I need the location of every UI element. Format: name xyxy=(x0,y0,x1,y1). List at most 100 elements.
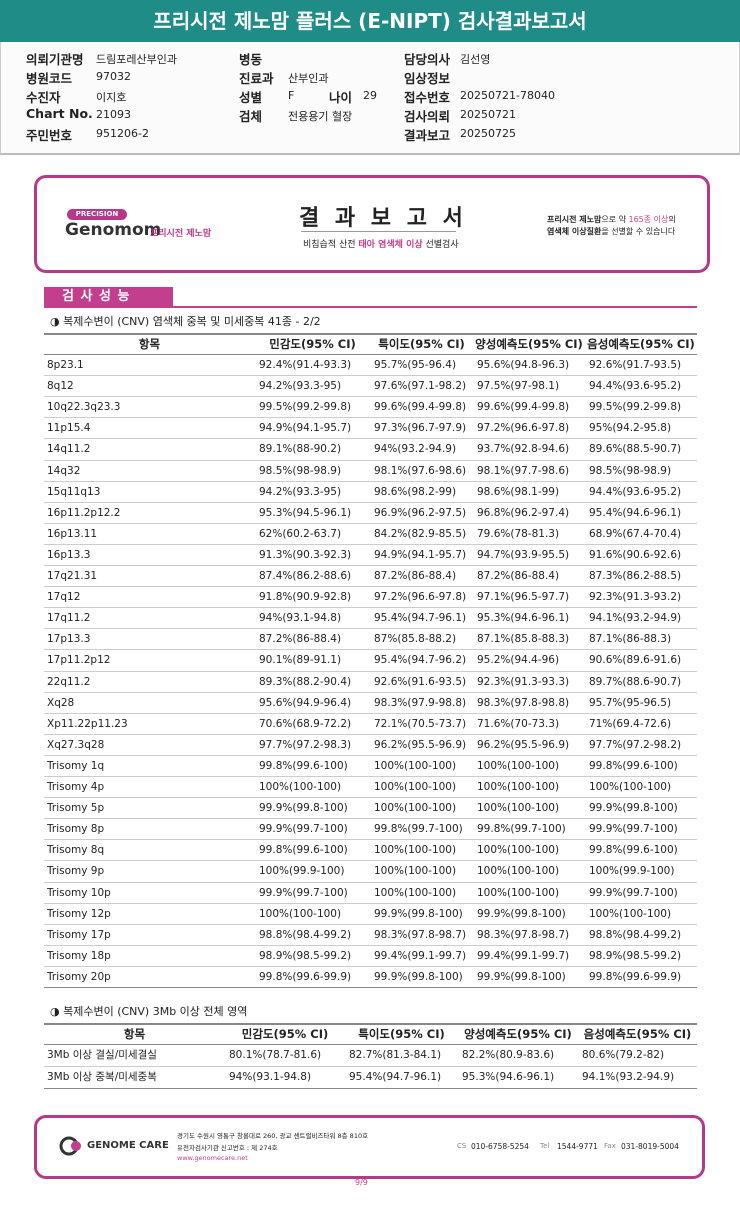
column-header: 양성예측도(95% CI) xyxy=(475,337,583,351)
column-header: 항목 xyxy=(123,1027,146,1041)
info-value: 드림포레산부인과 xyxy=(96,53,177,66)
table-cell: Trisomy 8q xyxy=(47,844,105,857)
page-number: 9/9 xyxy=(355,1178,368,1187)
table-cell: 97.6%(97.1-98.2) xyxy=(374,380,467,393)
row-rule xyxy=(44,965,697,967)
table-cell: 71.6%(70-73.3) xyxy=(477,717,560,730)
info-value: 20250725 xyxy=(460,127,516,140)
table-cell: 100%(100-100) xyxy=(374,781,457,793)
table-cell: 70.6%(68.9-72.2) xyxy=(259,717,352,730)
table-cell: 99.9%(99.7-100) xyxy=(259,886,348,899)
table-cell: 97.7%(97.2-98.3) xyxy=(259,738,352,751)
info-label: 담당의사 xyxy=(404,52,451,67)
table-cell: 99.8%(99.7-100) xyxy=(374,823,463,836)
table-cell: 99.9%(99.8-100) xyxy=(374,970,463,983)
info-label: 검사의뢰 xyxy=(404,109,451,124)
row-rule xyxy=(44,923,697,925)
table-cell: 89.1%(88-90.2) xyxy=(259,443,342,456)
row-rule xyxy=(44,543,697,545)
table-cell: 82.2%(80.9-83.6) xyxy=(462,1049,555,1061)
table-cell: 99.8%(99.7-100) xyxy=(477,823,566,836)
row-rule xyxy=(44,480,697,482)
info-label: 진료과 xyxy=(239,71,274,86)
table-cell: 95%(94.2-95.8) xyxy=(589,422,672,435)
table-cell: 94%(93.2-94.9) xyxy=(374,443,457,456)
table-cell: 79.6%(78-81.3) xyxy=(477,527,560,540)
column-header: 민감도(95% CI) xyxy=(269,337,356,351)
table-cell: 94.7%(93.9-95.5) xyxy=(477,548,570,561)
info-label: 임상정보 xyxy=(404,71,451,86)
table-cell: Xq27.3q28 xyxy=(47,738,105,751)
info-value: 20250721-78040 xyxy=(460,89,555,102)
table-cell: 94.2%(93.3-95) xyxy=(259,380,342,393)
table-cell: 100%(100-100) xyxy=(477,802,560,815)
table-cell: 3Mb 이상 결실/미세결실 xyxy=(47,1049,157,1061)
info-label: Chart No. xyxy=(26,106,93,121)
table-cell: 99.6%(99.4-99.8) xyxy=(477,401,570,414)
table-cell: 94.9%(94.1-95.7) xyxy=(374,548,467,561)
table-cell: 94%(93.1-94.8) xyxy=(259,612,342,625)
row-rule xyxy=(44,754,697,756)
table-cell: 91.8%(90.9-92.8) xyxy=(259,591,352,604)
table-cell: 100%(100-100) xyxy=(374,759,457,772)
row-rule xyxy=(44,438,697,440)
table-cell: 16p13.11 xyxy=(47,527,98,540)
table-cell: 99.8%(99.6-100) xyxy=(589,759,678,772)
info-value: 951206-2 xyxy=(96,127,149,140)
table-cell: Trisomy 8p xyxy=(47,823,105,836)
table-cell: 99.9%(99.7-100) xyxy=(589,823,678,836)
table-cell: 100%(100-100) xyxy=(589,781,672,793)
table-cell: 95.3%(94.6-96.1) xyxy=(477,612,570,625)
table-cell: 100%(100-100) xyxy=(374,865,457,878)
table-cell: 99.8%(99.6-99.9) xyxy=(589,970,682,983)
table-cell: 90.6%(89.6-91.6) xyxy=(589,654,682,667)
table-cell: 95.7%(95-96.5) xyxy=(589,696,672,709)
table-cell: 89.7%(88.6-90.7) xyxy=(589,675,682,688)
column-header: 음성예측도(95% CI) xyxy=(587,337,695,351)
logo: Genomom xyxy=(65,220,162,240)
table-cell: 99.9%(99.7-100) xyxy=(589,886,678,899)
info-label: 의뢰기관명 xyxy=(26,52,84,67)
table-cell: 98.3%(97.8-98.7) xyxy=(374,928,467,941)
info-value: 97032 xyxy=(96,70,131,83)
table-cell: 99.6%(99.4-99.8) xyxy=(374,401,467,414)
table-cell: 90.1%(89-91.1) xyxy=(259,654,342,667)
info-label: 병원코드 xyxy=(26,71,73,86)
table-cell: 98.5%(98-98.9) xyxy=(259,464,342,477)
table-cell: 92.3%(91.3-93.3) xyxy=(477,675,570,688)
table-cell: 99.9%(99.7-100) xyxy=(259,823,348,836)
table-cell: Trisomy 17p xyxy=(47,928,111,941)
table-cell: 99.9%(99.8-100) xyxy=(589,802,678,815)
table-cell: 100%(100-100) xyxy=(477,886,560,899)
footer-logo-icon xyxy=(59,1136,81,1156)
table-cell: 94.9%(94.1-95.7) xyxy=(259,422,352,435)
table-cell: 95.4%(94.7-96.1) xyxy=(374,612,467,625)
row-rule xyxy=(44,522,697,524)
row-rule xyxy=(44,712,697,714)
table-cell: 87.4%(86.2-88.6) xyxy=(259,570,352,582)
info-value: 김선영 xyxy=(460,53,491,66)
table-cell: 16p13.3 xyxy=(47,548,91,561)
table-cell: 96.2%(95.5-96.9) xyxy=(374,738,467,751)
column-header: 양성예측도(95% CI) xyxy=(464,1027,572,1041)
table-cell: 99.9%(99.8-100) xyxy=(477,970,566,983)
table-cell: 99.8%(99.6-100) xyxy=(259,844,348,857)
table-rule xyxy=(44,1044,697,1045)
table-cell: 92.4%(91.4-93.3) xyxy=(259,359,352,371)
report-banner: PRECISION Genomom 프리시전 제노맘 결 과 보 고 서 비침습… xyxy=(34,175,710,273)
row-rule xyxy=(44,417,697,419)
table-cell: 10q22.3q23.3 xyxy=(47,401,121,414)
row-rule xyxy=(44,691,697,693)
table-heading: ◑ 복제수변이 (CNV) 염색체 중복 및 미세중복 41종 - 2/2 xyxy=(50,315,321,328)
table-cell: 14q32 xyxy=(47,464,81,477)
table-cell: 8q12 xyxy=(47,380,74,393)
table-cell: Trisomy 18p xyxy=(47,949,111,962)
address: 경기도 수원시 영통구 창룡대로 260, 광교 센트럴비즈타워 8층 810호 xyxy=(177,1132,369,1140)
table-cell: 96.8%(96.2-97.4) xyxy=(477,506,570,519)
row-rule xyxy=(44,396,697,398)
info-label: 성별 xyxy=(239,90,263,105)
table-cell: 89.6%(88.5-90.7) xyxy=(589,443,682,456)
section-tab: 검 사 성 능 xyxy=(44,287,173,307)
table-cell: 100%(99.9-100) xyxy=(589,865,675,878)
